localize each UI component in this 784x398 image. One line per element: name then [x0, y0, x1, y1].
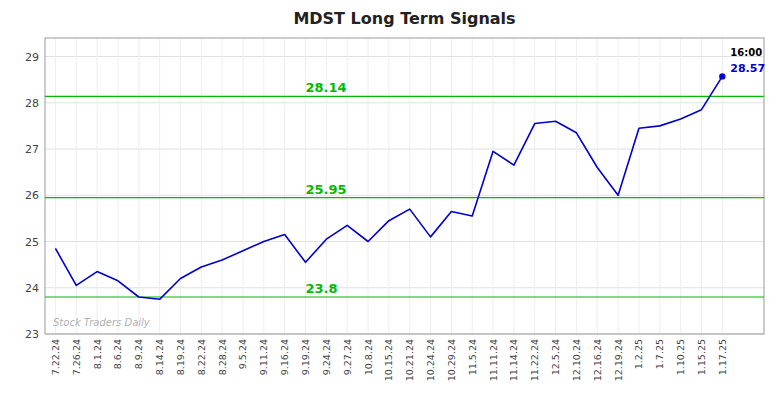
- y-grid-line: [45, 195, 764, 196]
- y-grid-line: [45, 241, 764, 242]
- y-grid-line: [45, 102, 764, 103]
- x-tick-label: 8.14.24: [154, 339, 165, 375]
- x-tick-label: 10.8.24: [363, 339, 374, 375]
- x-tick-label: 1.17.25: [717, 339, 728, 375]
- y-grid-line: [45, 149, 764, 150]
- x-grid-line: [493, 38, 494, 334]
- x-grid-line: [117, 38, 118, 334]
- x-grid-line: [347, 38, 348, 334]
- x-grid-line: [222, 38, 223, 334]
- x-tick-label: 11.5.24: [467, 339, 478, 375]
- y-tick-label: 28: [25, 97, 39, 110]
- x-grid-line: [451, 38, 452, 334]
- x-grid-line: [472, 38, 473, 334]
- x-grid-line: [618, 38, 619, 334]
- line: [55, 76, 722, 299]
- y-tick-label: 27: [25, 143, 39, 156]
- x-grid-line: [159, 38, 160, 334]
- reference-line: [45, 296, 764, 297]
- x-tick-label: 11.14.24: [508, 339, 519, 381]
- x-tick-label: 9.11.24: [258, 339, 269, 375]
- x-tick-label: 9.27.24: [342, 339, 353, 375]
- x-tick-label: 9.5.24: [237, 339, 248, 369]
- reference-label: 23.8: [306, 281, 338, 296]
- grid: [45, 38, 764, 334]
- x-grid-line: [368, 38, 369, 334]
- y-tick-label: 24: [25, 282, 39, 295]
- x-grid-line: [555, 38, 556, 334]
- x-tick-label: 11.22.24: [529, 339, 540, 381]
- last-value-label: 28.57: [730, 62, 765, 75]
- x-tick-label: 11.11.24: [488, 339, 499, 381]
- y-grid-line: [45, 56, 764, 57]
- x-grid-line: [576, 38, 577, 334]
- x-tick-label: 12.19.24: [613, 339, 624, 381]
- x-tick-label: 10.21.24: [404, 339, 415, 381]
- x-grid-line: [55, 38, 56, 334]
- x-grid-line: [597, 38, 598, 334]
- x-grid-line: [76, 38, 77, 334]
- x-tick-label: 8.28.24: [217, 339, 228, 375]
- x-grid-line: [138, 38, 139, 334]
- y-tick-label: 29: [25, 51, 39, 64]
- reference-label: 28.14: [306, 80, 347, 95]
- y-grid-line: [45, 287, 764, 288]
- x-tick-label: 12.10.24: [571, 339, 582, 381]
- chart: MDST Long Term Signals 23 24 25 26 27 28 29 7.22…: [0, 0, 784, 398]
- x-tick-label: 8.9.24: [133, 339, 144, 369]
- x-grid-line: [638, 38, 639, 334]
- x-tick-label: 10.29.24: [446, 339, 457, 381]
- x-tick-label: 9.16.24: [279, 339, 290, 375]
- x-grid-line: [242, 38, 243, 334]
- x-grid-line: [430, 38, 431, 334]
- time-label: 16:00: [730, 47, 762, 58]
- x-grid-line: [659, 38, 660, 334]
- x-tick-label: 1.10.25: [675, 339, 686, 375]
- x-tick-label: 1.15.25: [696, 339, 707, 375]
- x-grid-line: [284, 38, 285, 334]
- x-tick-label: 8.6.24: [112, 339, 123, 369]
- x-tick-label: 8.19.24: [175, 339, 186, 375]
- x-tick-label: 12.5.24: [550, 339, 561, 375]
- x-tick-label: 1.7.25: [654, 339, 665, 369]
- x-tick-label: 1.2.25: [633, 339, 644, 369]
- plot-frame: [45, 38, 764, 334]
- x-grid-line: [201, 38, 202, 334]
- x-grid-line: [680, 38, 681, 334]
- x-tick-label: 7.26.24: [71, 339, 82, 375]
- x-grid-line: [409, 38, 410, 334]
- x-tick-label: 7.22.24: [50, 339, 61, 375]
- x-grid-line: [701, 38, 702, 334]
- x-grid-line: [180, 38, 181, 334]
- x-tick-label: 8.1.24: [92, 339, 103, 369]
- y-tick-label: 23: [25, 328, 39, 341]
- x-grid-line: [388, 38, 389, 334]
- plot-area: [45, 73, 764, 299]
- x-tick-label: 8.22.24: [196, 339, 207, 375]
- y-tick-label: 26: [25, 189, 39, 202]
- x-tick-label: 9.19.24: [300, 339, 311, 375]
- reference-line: [45, 197, 764, 198]
- last-point: [719, 73, 725, 79]
- x-grid-line: [534, 38, 535, 334]
- x-grid-line: [722, 38, 723, 334]
- x-tick-label: 10.24.24: [425, 339, 436, 381]
- y-tick-label: 25: [25, 236, 39, 249]
- x-grid-line: [263, 38, 264, 334]
- watermark: Stock Traders Daily: [53, 317, 151, 328]
- reference-line: [45, 96, 764, 97]
- x-grid-line: [97, 38, 98, 334]
- x-tick-label: 12.16.24: [592, 339, 603, 381]
- x-tick-label: 9.24.24: [321, 339, 332, 375]
- x-tick-label: 10.15.24: [383, 339, 394, 381]
- title: MDST Long Term Signals: [293, 9, 515, 28]
- reference-label: 25.95: [306, 182, 347, 197]
- x-grid-line: [513, 38, 514, 334]
